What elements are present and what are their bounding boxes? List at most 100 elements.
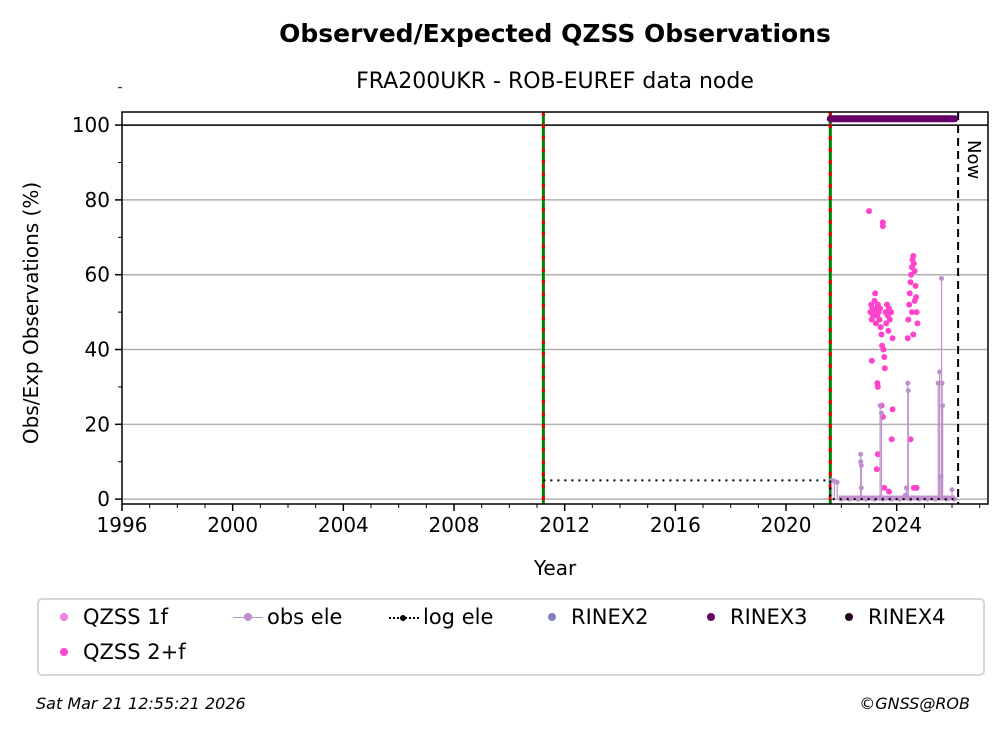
obs-ele-point [916,496,922,502]
x-tick-label: 2000 [207,513,258,537]
qzss-2-f-point [914,320,921,327]
y-tick-label: 100 [72,113,110,137]
now-label: Now [963,140,984,179]
rinex2-marker-icon [535,607,569,627]
chart-subtitle: FRA200UKR - ROB-EUREF data node [356,69,754,94]
qzss-2-f-point [868,357,875,364]
qzss-2-f-point [883,320,890,327]
qzss-2-f-point [872,290,879,297]
legend-label: RINEX4 [868,605,946,629]
legend-item-obs-ele: obs ele [231,605,342,629]
plot-frame [121,111,989,505]
obs-ele-point [863,496,869,502]
timestamp: Sat Mar 21 12:55:21 2026 [36,694,246,713]
obs-ele-point [858,462,864,468]
x-tick-label: 2016 [650,513,701,537]
obs-ele-point [903,485,909,491]
legend-item-rinex3: RINEX3 [694,605,808,629]
obs-ele-point [932,496,938,502]
rinex3-marker-icon [694,607,728,627]
obs-ele-point [877,403,883,409]
obs-ele-point [924,496,930,502]
qzss-2-f-point [874,451,881,458]
qzss-2-f-point [912,282,919,289]
qzss-2-f-point [880,346,887,353]
qzss-2-f-point [873,466,880,473]
legend-item-rinex2: RINEX2 [535,605,649,629]
chart-title: Observed/Expected QZSS Observations [279,19,831,48]
qzss-2-f-point [874,383,881,390]
qzss-2-f-point [908,309,915,316]
legend-item-qzss-2f: QZSS 2+f [47,640,186,664]
obs-ele-point [878,410,884,416]
obs-ele-point [902,492,908,498]
x-tick-label: 2008 [429,513,480,537]
rinex4-marker-icon [832,607,866,627]
qzss-2-f-point [911,297,918,304]
qzss-2-f-point [885,327,892,334]
y-tick-label: 80 [85,188,110,212]
qzss-2-f-point [913,309,920,316]
qzss-2-f-point [910,253,917,260]
obs-ele-point [905,380,911,386]
qzss-2-f-point [866,208,873,215]
qzss-2-f-point [904,335,911,342]
credit: ©GNSS@ROB [859,694,970,713]
qzss-2-f-point [881,484,888,491]
obs-ele-marker-icon [231,607,265,627]
legend-label: log ele [423,605,494,629]
obs-ele-point [939,380,945,386]
legend-label: RINEX2 [571,605,649,629]
qzss-1f-marker-icon [47,607,81,627]
y-tick-label: 40 [85,338,110,362]
qzss-2-f-point [881,365,888,372]
obs-ele-point [847,496,853,502]
qzss-2-f-point [910,331,917,338]
qzss-2-f-point [906,290,913,297]
obs-ele-point [940,403,946,409]
legend-label: QZSS 2+f [83,640,186,664]
obs-ele-point [935,380,941,386]
x-tick-label: 1996 [97,513,148,537]
qzss-2-f-point [910,260,917,267]
qzss-2-f-point [906,301,913,308]
x-tick-label: 2012 [539,513,590,537]
obs-ele-point [905,388,911,394]
qzss-2-f-point [905,316,912,323]
legend-item-rinex4: RINEX4 [832,605,946,629]
qzss-2-f-point [889,406,896,413]
qzss-2-f-point [886,316,893,323]
obs-ele-point [872,496,878,502]
qzss-2-f-point [911,267,918,274]
obs-ele-point [858,485,864,491]
qzss-2-f-point [907,279,914,286]
legend-label: QZSS 1f [83,605,169,629]
legend: QZSS 1f obs ele log ele RINEX2 RINEX3 RI… [37,598,985,676]
qzss-2-f-point [872,320,879,327]
qzss-2-f-point [889,335,896,342]
plot-svg: Observed/Expected QZSS Observations FRA2… [19,19,989,580]
obs-ele-point [888,496,894,502]
obs-ele-point [949,487,955,493]
y-tick-label: 0 [97,487,110,511]
qzss-2-f-point [877,324,884,331]
obs-ele-point [896,496,902,502]
qzss-2-f-point [888,436,895,443]
legend-item-log-ele: log ele [387,605,493,629]
qzss-2-f-point [907,436,914,443]
qzss-2-f-point [878,331,885,338]
qzss-2-f-point [888,309,895,316]
obs-ele-point [858,451,864,457]
qzss-2-f-point [879,223,886,230]
qzss-2-f-point [885,488,892,495]
y-axis-label: Obs/Exp Observations (%) [19,182,43,444]
qzss-2-f-point [877,305,884,312]
x-axis-label: Year [533,556,577,580]
qzss-2-f-point [908,271,915,278]
obs-ele-point [858,459,864,465]
qzss-2-f-point [913,484,920,491]
legend-item-qzss-1f: QZSS 1f [47,605,168,629]
obs-ele-point [937,369,943,375]
obs-ele-point [938,474,944,480]
